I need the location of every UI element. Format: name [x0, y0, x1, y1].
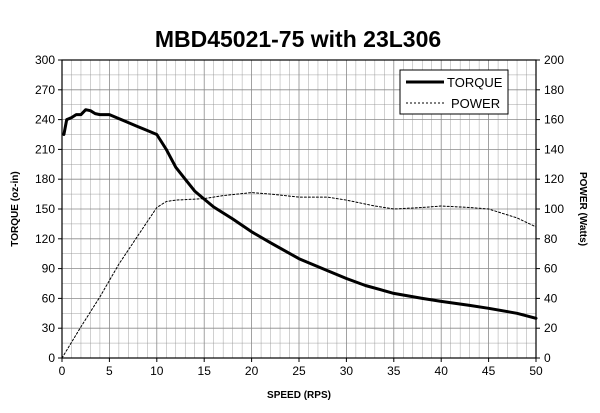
- series-lines: [61, 108, 538, 359]
- legend: TORQUE POWER: [399, 69, 509, 115]
- right-tick-label: 160: [544, 113, 564, 127]
- right-axis-label: POWER (Watts): [577, 172, 588, 246]
- x-tick-label: 5: [106, 364, 113, 378]
- left-tick-label: 30: [42, 321, 56, 335]
- right-tick-label: 140: [544, 142, 564, 156]
- series-line-torque: [62, 108, 538, 320]
- left-tick-label: 180: [35, 172, 55, 186]
- right-tick-label: 20: [544, 321, 558, 335]
- right-tick-label: 200: [544, 53, 564, 67]
- right-tick-label: 120: [544, 172, 564, 186]
- x-tick-label: 0: [59, 364, 66, 378]
- x-tick-label: 35: [387, 364, 401, 378]
- x-tick-label: 45: [482, 364, 496, 378]
- chart-title: MBD45021-75 with 23L306: [155, 26, 441, 52]
- x-tick-label: 10: [150, 364, 164, 378]
- left-tick-label: 240: [35, 113, 55, 127]
- left-tick-label: 270: [35, 83, 55, 97]
- left-tick-label: 60: [42, 291, 56, 305]
- left-tick-label: 90: [42, 262, 56, 276]
- x-tick-label: 20: [245, 364, 259, 378]
- right-tick-label: 180: [544, 83, 564, 97]
- x-axis-ticks: 0 5 10 15 20 25 30 35 40 45 50: [59, 358, 543, 378]
- left-axis-ticks: 0 30 60 90 120 150 180 210 240 270 300: [35, 53, 62, 365]
- right-tick-label: 60: [544, 262, 558, 276]
- x-tick-label: 50: [529, 364, 543, 378]
- left-tick-label: 0: [48, 351, 55, 365]
- left-tick-label: 120: [35, 232, 55, 246]
- legend-power-label: POWER: [451, 96, 500, 111]
- series-line-power: [61, 192, 537, 359]
- right-tick-label: 80: [544, 232, 558, 246]
- x-tick-label: 30: [340, 364, 354, 378]
- legend-torque-label: TORQUE: [447, 75, 503, 90]
- right-tick-label: 40: [544, 291, 558, 305]
- left-tick-label: 150: [35, 202, 55, 216]
- left-tick-label: 300: [35, 53, 55, 67]
- x-tick-label: 40: [435, 364, 449, 378]
- x-tick-label: 15: [198, 364, 212, 378]
- x-axis-label: SPEED (RPS): [267, 390, 331, 401]
- right-tick-label: 100: [544, 202, 564, 216]
- right-tick-label: 0: [544, 351, 551, 365]
- left-axis-label: TORQUE (oz-in): [10, 171, 21, 246]
- right-axis-ticks: 0 20 40 60 80 100 120 140 160 180 200: [536, 53, 564, 365]
- x-tick-label: 25: [292, 364, 306, 378]
- left-tick-label: 210: [35, 142, 55, 156]
- legend-box: [399, 69, 509, 115]
